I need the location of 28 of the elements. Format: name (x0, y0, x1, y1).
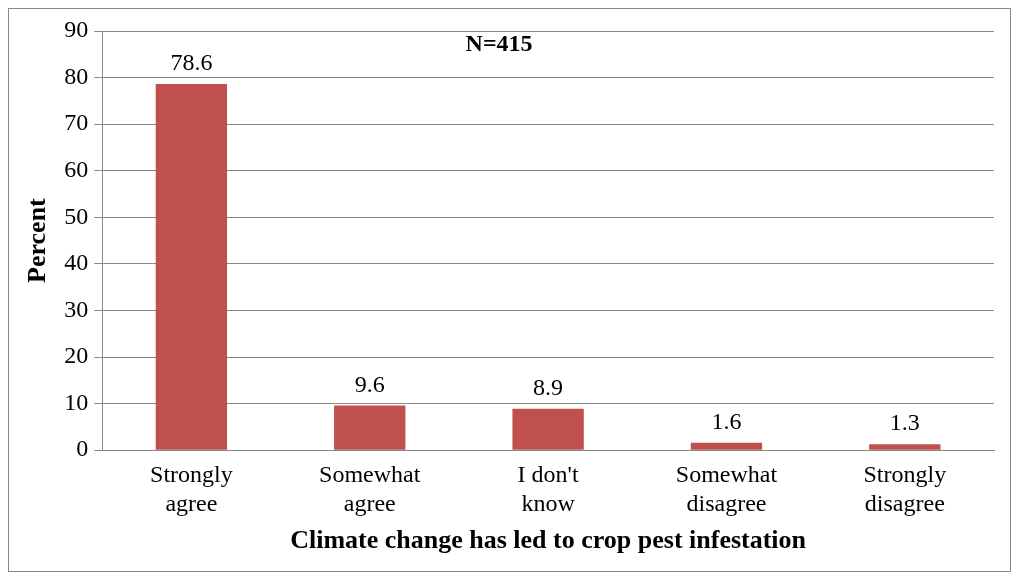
x-axis-title: Climate change has led to crop pest infestation (290, 525, 807, 555)
y-axis-title: Percent (22, 197, 52, 283)
data-label: 9.6 (354, 370, 385, 397)
y-tick-label: 10 (64, 388, 89, 415)
data-label: 78.6 (170, 49, 213, 76)
data-label: 8.9 (533, 374, 564, 401)
x-tick-label: Somewhat agree (319, 460, 421, 516)
bar (690, 442, 763, 450)
data-label: 1.6 (711, 408, 742, 435)
x-tick-label: Strongly agree (150, 460, 233, 516)
x-tick-label: I don't know (517, 460, 579, 516)
data-label: 1.3 (889, 409, 920, 436)
y-tick-label: 80 (64, 62, 89, 89)
y-tick-label: 60 (64, 156, 89, 183)
bar (512, 408, 584, 450)
y-tick-label: 50 (64, 202, 89, 229)
bar (334, 405, 406, 450)
x-tick-label: Somewhat disagree (675, 460, 778, 516)
x-tick-label: Strongly disagree (863, 460, 947, 516)
y-tick-label: 30 (64, 295, 89, 322)
y-tick-label: 20 (64, 342, 89, 369)
y-tick-label: 0 (76, 435, 89, 462)
bar (155, 84, 228, 450)
y-tick-label: 70 (64, 109, 89, 136)
y-tick-label: 40 (64, 249, 89, 276)
y-tick-label: 90 (64, 16, 89, 43)
bar (869, 444, 941, 450)
annotation: N=415 (465, 30, 533, 57)
